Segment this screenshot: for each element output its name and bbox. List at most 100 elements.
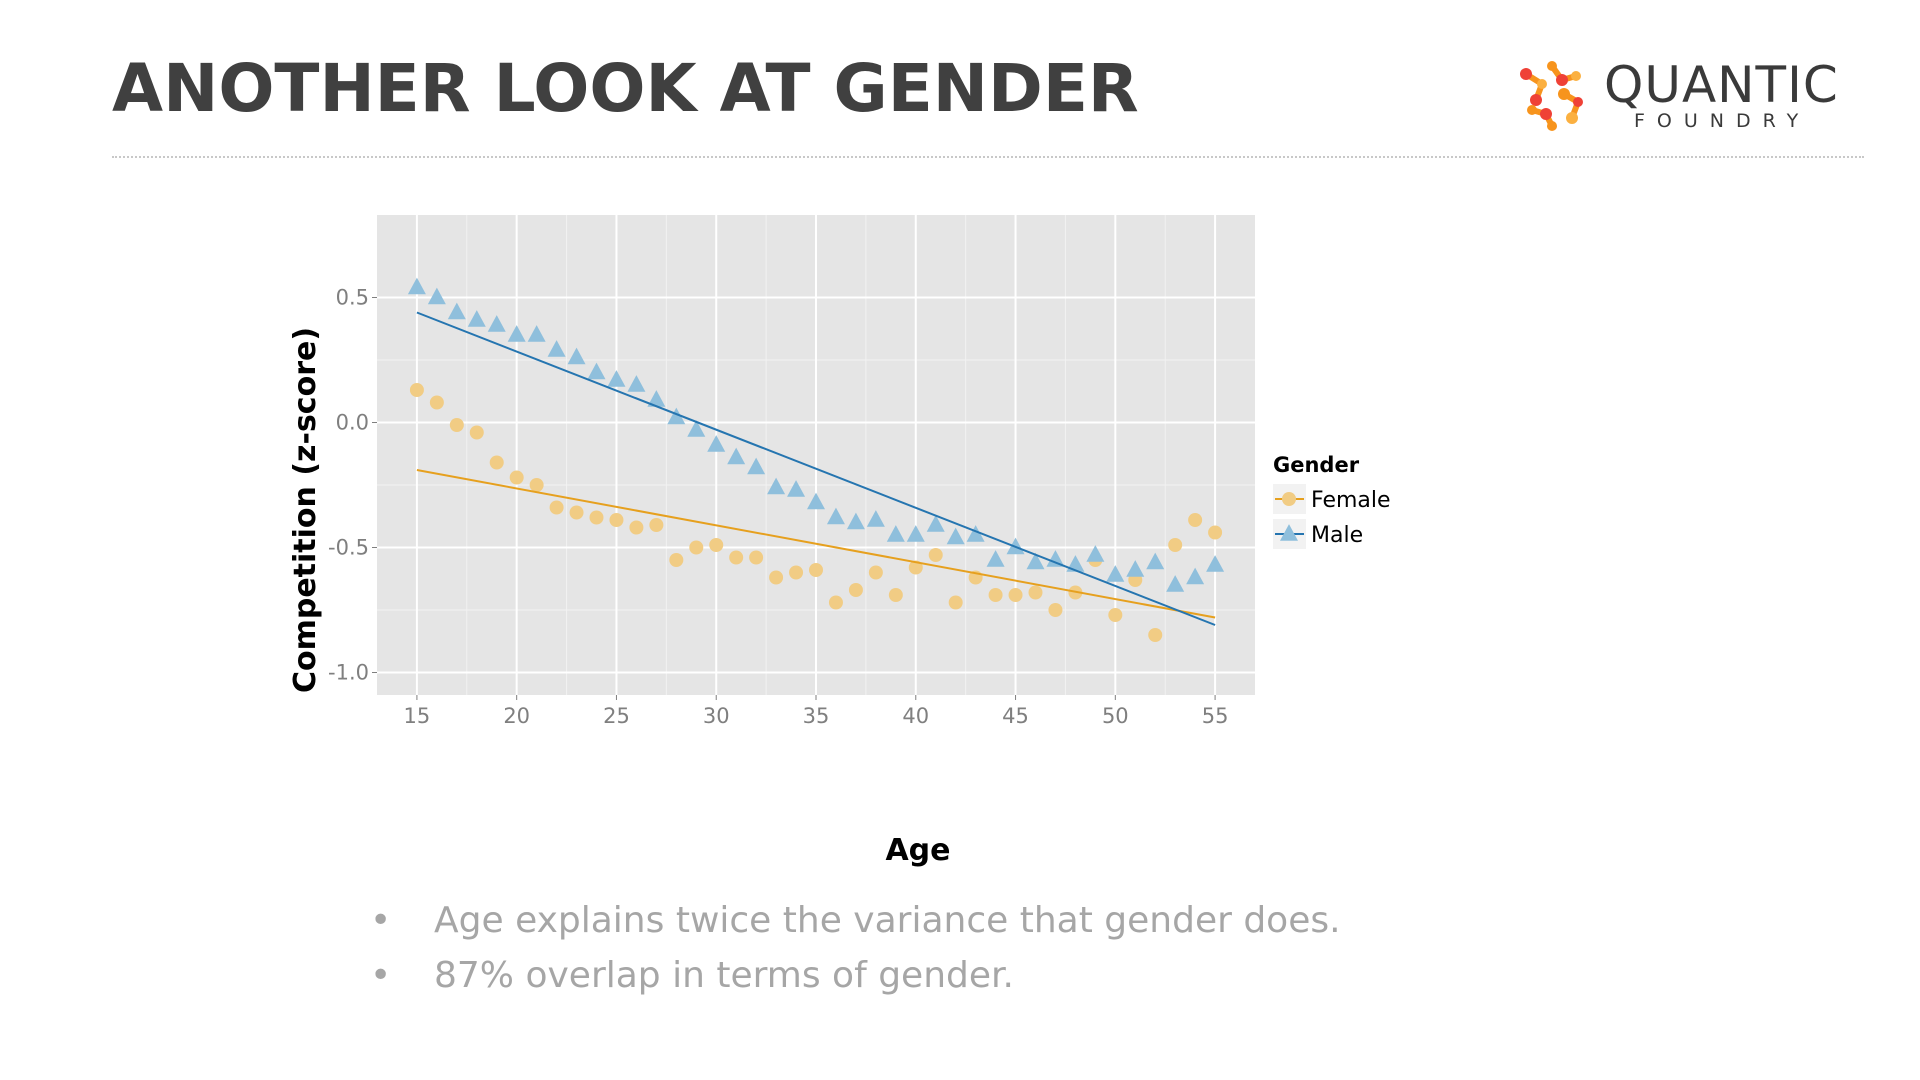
bullet-item: • Age explains twice the variance that ge… bbox=[370, 900, 1341, 941]
female-point bbox=[409, 383, 424, 397]
male-point bbox=[986, 550, 1005, 567]
male-point bbox=[886, 525, 905, 542]
bullet-list: • Age explains twice the variance that ge… bbox=[370, 900, 1341, 1010]
x-tick-label: 45 bbox=[1002, 704, 1029, 728]
series-female bbox=[409, 383, 1223, 642]
female-point bbox=[749, 550, 764, 565]
male-point bbox=[667, 407, 686, 425]
bullet-dot: • bbox=[370, 955, 392, 996]
male-trend-line bbox=[416, 311, 1216, 626]
male-point bbox=[767, 477, 786, 495]
logo-wordmark: QUANTIC bbox=[1604, 56, 1839, 114]
female-point bbox=[948, 595, 963, 610]
x-tick-label: 40 bbox=[902, 704, 929, 728]
male-point bbox=[966, 525, 985, 542]
female-point bbox=[1148, 628, 1163, 642]
male-point bbox=[1146, 552, 1165, 570]
y-tick-label: 0.0 bbox=[336, 411, 369, 435]
female-point bbox=[809, 563, 823, 577]
male-point bbox=[846, 512, 865, 530]
female-point bbox=[1108, 608, 1123, 622]
female-point bbox=[529, 478, 544, 492]
male-point bbox=[826, 507, 845, 525]
male-point bbox=[507, 325, 526, 342]
title-divider bbox=[112, 156, 1864, 158]
female-point bbox=[649, 518, 664, 532]
male-point bbox=[926, 515, 945, 532]
male-point bbox=[647, 390, 666, 407]
male-point bbox=[707, 435, 726, 452]
female-point bbox=[669, 553, 684, 567]
x-tick-label: 50 bbox=[1102, 704, 1129, 728]
female-point bbox=[489, 455, 504, 470]
male-point bbox=[1206, 555, 1225, 572]
female-point bbox=[1008, 588, 1023, 602]
y-axis-label: Competition (z-score) bbox=[288, 327, 323, 693]
legend-key-female-marker bbox=[1282, 492, 1296, 506]
bullet-dot: • bbox=[370, 900, 392, 941]
male-point bbox=[547, 340, 566, 357]
male-point bbox=[866, 510, 885, 527]
male-point bbox=[427, 287, 446, 305]
legend-label-male: Male bbox=[1311, 523, 1363, 548]
female-point bbox=[689, 540, 704, 555]
female-trend-line bbox=[416, 469, 1216, 619]
female-point bbox=[569, 505, 584, 520]
male-point bbox=[906, 525, 925, 542]
female-point bbox=[828, 595, 843, 610]
legend-key-male-marker bbox=[1280, 524, 1298, 541]
male-point bbox=[527, 325, 546, 342]
y-tick-label: -1.0 bbox=[328, 661, 369, 685]
male-point bbox=[1026, 552, 1045, 570]
male-point bbox=[687, 420, 706, 437]
gridlines bbox=[377, 215, 1255, 695]
slide-title: ANOTHER LOOK AT GENDER bbox=[112, 50, 1139, 127]
competition-by-age-chart: Competition (z-score) Age 15 20 25 30 35 40 45… bbox=[288, 215, 1391, 868]
male-point bbox=[487, 315, 506, 332]
logo-subtitle: FOUNDRY bbox=[1634, 110, 1811, 132]
male-point bbox=[1106, 565, 1125, 582]
female-point bbox=[888, 588, 903, 602]
female-point bbox=[988, 588, 1003, 602]
x-tick-label: 35 bbox=[803, 704, 830, 728]
female-point bbox=[469, 425, 484, 440]
y-tick-label: 0.5 bbox=[336, 286, 369, 310]
male-point bbox=[787, 480, 806, 497]
female-point bbox=[1168, 538, 1183, 552]
male-point bbox=[1126, 560, 1145, 577]
female-point bbox=[729, 550, 744, 565]
male-point bbox=[607, 370, 626, 387]
male-point bbox=[1046, 550, 1065, 567]
male-point bbox=[1166, 575, 1185, 592]
female-point bbox=[928, 548, 943, 562]
quantic-foundry-logo: QUANTIC FOUNDRY bbox=[1512, 54, 1862, 140]
x-tick-label: 15 bbox=[404, 704, 431, 728]
male-point bbox=[627, 375, 646, 392]
female-point bbox=[609, 513, 624, 527]
male-point bbox=[946, 527, 965, 545]
female-point bbox=[1188, 513, 1203, 527]
male-point bbox=[1086, 545, 1105, 562]
female-point bbox=[709, 538, 724, 552]
female-point bbox=[769, 570, 784, 585]
female-point bbox=[629, 520, 644, 535]
female-point bbox=[429, 395, 444, 410]
bullet-item: • 87% overlap in terms of gender. bbox=[370, 955, 1014, 996]
female-point bbox=[848, 583, 863, 597]
female-point bbox=[509, 470, 524, 485]
female-point bbox=[1048, 603, 1063, 617]
x-tick-label: 55 bbox=[1202, 704, 1229, 728]
x-axis-label: Age bbox=[885, 833, 950, 868]
male-point bbox=[467, 310, 486, 327]
female-point bbox=[1028, 585, 1043, 600]
legend: Gender Female Male bbox=[1273, 453, 1391, 549]
female-point bbox=[1208, 525, 1223, 540]
male-point bbox=[567, 347, 586, 365]
male-point bbox=[747, 457, 766, 475]
male-point bbox=[1186, 567, 1205, 585]
female-point bbox=[908, 560, 923, 575]
y-tick-label: -0.5 bbox=[328, 536, 369, 560]
legend-label-female: Female bbox=[1311, 488, 1391, 513]
male-point bbox=[807, 492, 825, 510]
logo-mark-icon bbox=[1520, 61, 1583, 131]
